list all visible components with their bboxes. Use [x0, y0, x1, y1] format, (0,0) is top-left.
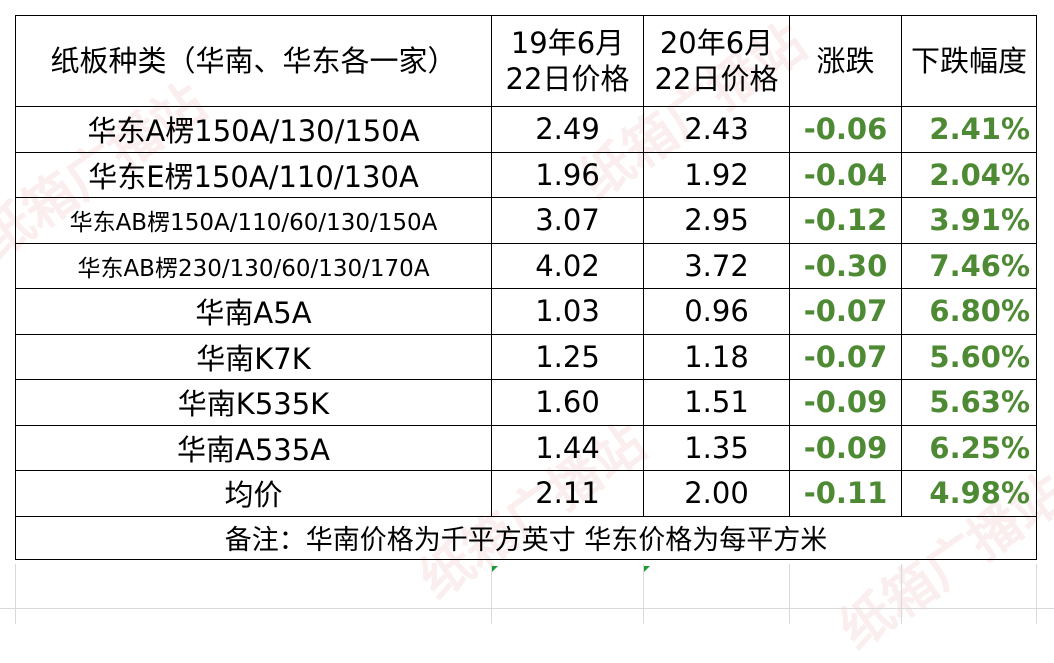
cell-drop-rate[interactable]: 4.98%: [901, 470, 1037, 517]
header-price-2019-line1: 19年6月: [510, 26, 625, 60]
cell-change[interactable]: -0.12: [789, 197, 902, 244]
cell-price-2020[interactable]: 2.95: [643, 197, 790, 244]
header-price-2020-line1: 20年6月: [659, 26, 774, 60]
table-row: 华南K535K 1.60 1.51 -0.09 5.63%: [15, 379, 1037, 426]
cell-price-2019[interactable]: 1.25: [491, 333, 644, 380]
cell-price-2020[interactable]: 1.18: [643, 333, 790, 380]
cell-price-2019[interactable]: 1.96: [491, 151, 644, 198]
cell-change[interactable]: -0.09: [789, 379, 902, 426]
header-drop-rate[interactable]: 下跌幅度: [901, 15, 1037, 107]
cell-price-2019[interactable]: 2.11: [491, 470, 644, 517]
note-row: 备注：华南价格为千平方英寸 华东价格为每平方米: [15, 515, 1037, 560]
price-table: 纸板种类（华南、华东各一家） 19年6月 22日价格 20年6月 22日价格 涨…: [15, 15, 1037, 560]
cell-price-2019[interactable]: 3.07: [491, 197, 644, 244]
cell-name[interactable]: 华南K7K: [15, 333, 492, 380]
cell-change[interactable]: -0.07: [789, 333, 902, 380]
cell-drop-rate[interactable]: 6.80%: [901, 288, 1037, 335]
table-row: 华东E楞150A/110/130A 1.96 1.92 -0.04 2.04%: [15, 151, 1037, 198]
note-cell[interactable]: 备注：华南价格为千平方英寸 华东价格为每平方米: [15, 515, 1037, 560]
cell-drop-rate[interactable]: 5.60%: [901, 333, 1037, 380]
cell-name[interactable]: 华东AB楞150A/110/60/130/150A: [15, 197, 492, 244]
cell-change[interactable]: -0.11: [789, 470, 902, 517]
header-row: 纸板种类（华南、华东各一家） 19年6月 22日价格 20年6月 22日价格 涨…: [15, 15, 1037, 107]
cell-price-2020[interactable]: 3.72: [643, 242, 790, 289]
cell-change[interactable]: -0.09: [789, 424, 902, 471]
table-row: 华东A楞150A/130/150A 2.49 2.43 -0.06 2.41%: [15, 106, 1037, 153]
cell-name[interactable]: 华东A楞150A/130/150A: [15, 106, 492, 153]
cell-drop-rate[interactable]: 7.46%: [901, 242, 1037, 289]
table-row: 华南A535A 1.44 1.35 -0.09 6.25%: [15, 424, 1037, 471]
cell-price-2020[interactable]: 1.51: [643, 379, 790, 426]
cell-name[interactable]: 华南K535K: [15, 379, 492, 426]
cell-name[interactable]: 华南A535A: [15, 424, 492, 471]
header-price-2020[interactable]: 20年6月 22日价格: [643, 15, 790, 107]
cell-price-2020[interactable]: 1.92: [643, 151, 790, 198]
table-row: 华东AB楞150A/110/60/130/150A 3.07 2.95 -0.1…: [15, 197, 1037, 244]
cell-price-2020[interactable]: 2.00: [643, 470, 790, 517]
cell-price-2020[interactable]: 2.43: [643, 106, 790, 153]
table-row: 华东AB楞230/130/60/130/170A 4.02 3.72 -0.30…: [15, 242, 1037, 289]
cell-name[interactable]: 华东E楞150A/110/130A: [15, 151, 492, 198]
cell-drop-rate[interactable]: 2.41%: [901, 106, 1037, 153]
table-row: 华南A5A 1.03 0.96 -0.07 6.80%: [15, 288, 1037, 335]
cell-change[interactable]: -0.30: [789, 242, 902, 289]
cell-change[interactable]: -0.04: [789, 151, 902, 198]
header-change[interactable]: 涨跌: [789, 15, 902, 107]
cell-drop-rate[interactable]: 5.63%: [901, 379, 1037, 426]
cell-price-2019[interactable]: 1.44: [491, 424, 644, 471]
cell-comment-marker-icon: [492, 566, 498, 572]
cell-name[interactable]: 华东AB楞230/130/60/130/170A: [15, 242, 492, 289]
table-row: 华南K7K 1.25 1.18 -0.07 5.60%: [15, 333, 1037, 380]
cell-comment-marker-icon: [644, 566, 650, 572]
cell-price-2019[interactable]: 1.60: [491, 379, 644, 426]
cell-change[interactable]: -0.07: [789, 288, 902, 335]
cell-price-2019[interactable]: 2.49: [491, 106, 644, 153]
cell-price-2020[interactable]: 0.96: [643, 288, 790, 335]
cell-price-2020[interactable]: 1.35: [643, 424, 790, 471]
cell-name[interactable]: 均价: [15, 470, 492, 517]
cell-name[interactable]: 华南A5A: [15, 288, 492, 335]
header-price-2019-line2: 22日价格: [505, 62, 630, 96]
cell-price-2019[interactable]: 4.02: [491, 242, 644, 289]
header-type[interactable]: 纸板种类（华南、华东各一家）: [15, 15, 492, 107]
cell-drop-rate[interactable]: 6.25%: [901, 424, 1037, 471]
header-price-2019[interactable]: 19年6月 22日价格: [491, 15, 644, 107]
cell-drop-rate[interactable]: 2.04%: [901, 151, 1037, 198]
header-price-2020-line2: 22日价格: [654, 62, 779, 96]
cell-drop-rate[interactable]: 3.91%: [901, 197, 1037, 244]
cell-change[interactable]: -0.06: [789, 106, 902, 153]
table-row-average: 均价 2.11 2.00 -0.11 4.98%: [15, 470, 1037, 517]
cell-price-2019[interactable]: 1.03: [491, 288, 644, 335]
